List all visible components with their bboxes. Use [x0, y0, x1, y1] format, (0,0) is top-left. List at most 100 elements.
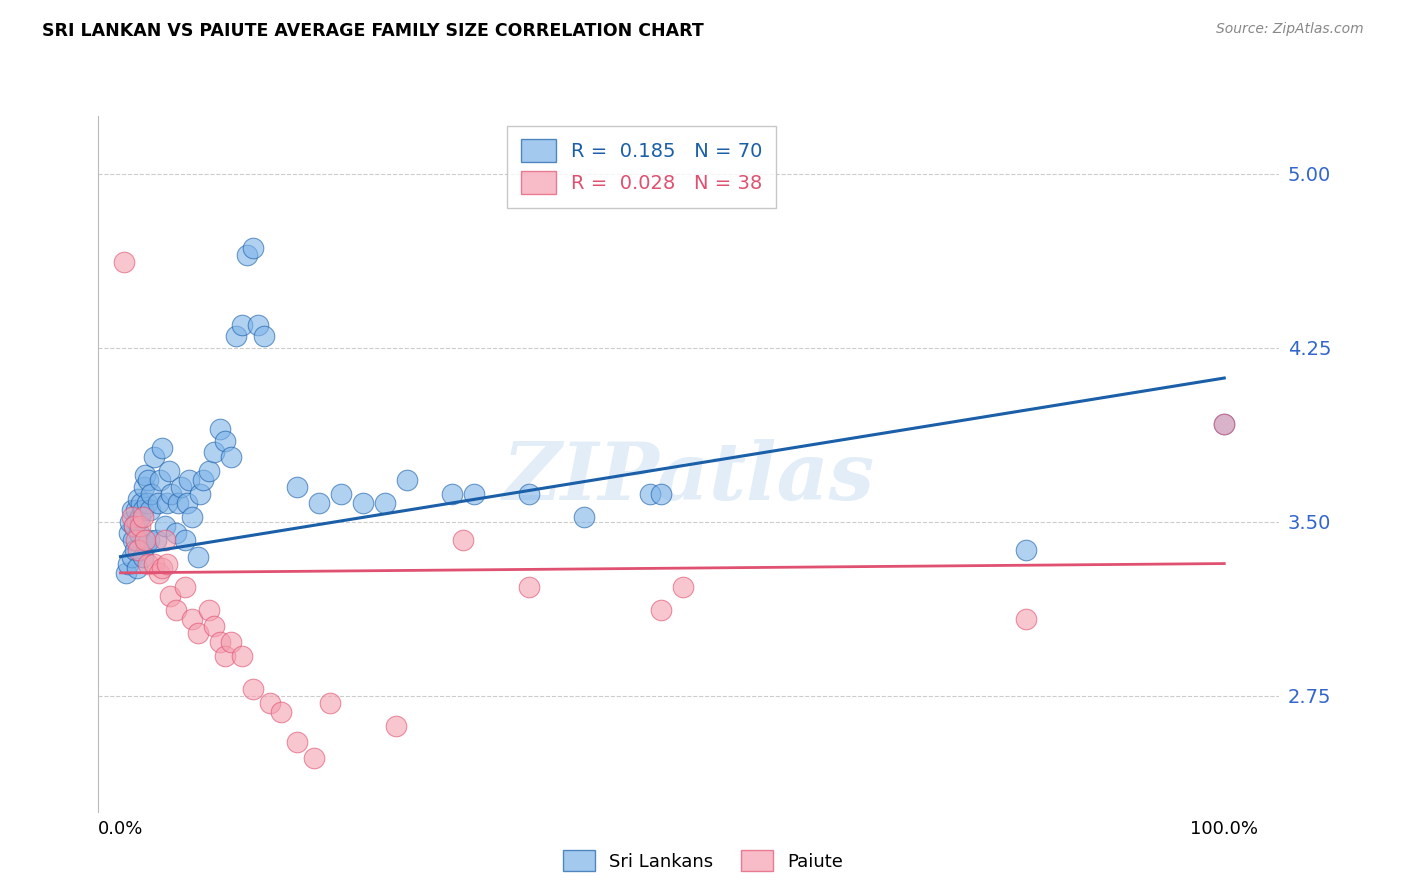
Point	[125, 533, 148, 548]
Point	[463, 487, 485, 501]
Point	[141, 487, 163, 501]
Point	[142, 557, 165, 571]
Point	[128, 526, 150, 541]
Point	[136, 496, 159, 510]
Point	[135, 538, 157, 552]
Point	[134, 533, 156, 548]
Point	[285, 480, 308, 494]
Point	[121, 510, 143, 524]
Point	[231, 318, 253, 332]
Point	[131, 503, 153, 517]
Point	[173, 580, 195, 594]
Point	[231, 649, 253, 664]
Point	[208, 635, 231, 649]
Point	[156, 496, 179, 510]
Point	[131, 496, 153, 510]
Point	[121, 549, 143, 564]
Point	[259, 696, 281, 710]
Point	[193, 473, 215, 487]
Point	[319, 696, 342, 710]
Point	[672, 580, 695, 594]
Point	[517, 487, 540, 501]
Point	[1213, 417, 1236, 432]
Point	[118, 526, 141, 541]
Point	[270, 705, 292, 719]
Point	[117, 557, 139, 571]
Point	[165, 526, 187, 541]
Point	[121, 533, 143, 548]
Point	[236, 248, 259, 262]
Point	[650, 603, 672, 617]
Point	[125, 503, 148, 517]
Point	[302, 751, 325, 765]
Point	[352, 496, 374, 510]
Point	[127, 491, 149, 506]
Point	[173, 533, 195, 548]
Point	[225, 329, 247, 343]
Point	[157, 464, 180, 478]
Point	[247, 318, 270, 332]
Point	[125, 515, 148, 529]
Point	[132, 480, 155, 494]
Point	[146, 496, 169, 510]
Point	[308, 496, 330, 510]
Point	[1014, 542, 1036, 557]
Point	[572, 510, 595, 524]
Point	[142, 450, 165, 464]
Point	[202, 445, 225, 459]
Point	[149, 473, 172, 487]
Point	[188, 487, 211, 501]
Point	[145, 533, 167, 548]
Point	[640, 487, 662, 501]
Text: SRI LANKAN VS PAIUTE AVERAGE FAMILY SIZE CORRELATION CHART: SRI LANKAN VS PAIUTE AVERAGE FAMILY SIZE…	[42, 22, 704, 40]
Point	[219, 635, 242, 649]
Point	[198, 464, 221, 478]
Point	[181, 612, 204, 626]
Point	[152, 561, 174, 575]
Point	[121, 503, 143, 517]
Point	[177, 473, 200, 487]
Point	[115, 566, 138, 580]
Point	[517, 580, 540, 594]
Point	[170, 480, 193, 494]
Point	[165, 603, 187, 617]
Point	[153, 519, 176, 533]
Point	[242, 241, 264, 255]
Point	[152, 441, 174, 455]
Legend: Sri Lankans, Paiute: Sri Lankans, Paiute	[555, 843, 851, 879]
Point	[214, 434, 236, 448]
Point	[208, 422, 231, 436]
Point	[330, 487, 353, 501]
Point	[385, 719, 408, 733]
Point	[136, 473, 159, 487]
Point	[153, 533, 176, 548]
Point	[148, 566, 170, 580]
Point	[120, 515, 142, 529]
Point	[396, 473, 419, 487]
Point	[187, 626, 209, 640]
Point	[129, 510, 152, 524]
Point	[134, 468, 156, 483]
Point	[176, 496, 198, 510]
Text: Source: ZipAtlas.com: Source: ZipAtlas.com	[1216, 22, 1364, 37]
Point	[374, 496, 396, 510]
Point	[139, 503, 162, 517]
Point	[1014, 612, 1036, 626]
Point	[451, 533, 474, 548]
Point	[122, 519, 145, 533]
Point	[131, 549, 153, 564]
Point	[253, 329, 276, 343]
Point	[181, 510, 204, 524]
Point	[219, 450, 242, 464]
Point	[156, 557, 179, 571]
Point	[214, 649, 236, 664]
Point	[242, 681, 264, 696]
Text: ZIPatlas: ZIPatlas	[503, 439, 875, 516]
Point	[136, 557, 159, 571]
Legend: R =  0.185   N = 70, R =  0.028   N = 38: R = 0.185 N = 70, R = 0.028 N = 38	[508, 126, 776, 208]
Point	[187, 549, 209, 564]
Point	[131, 510, 153, 524]
Point	[125, 561, 148, 575]
Point	[285, 735, 308, 749]
Point	[122, 519, 145, 533]
